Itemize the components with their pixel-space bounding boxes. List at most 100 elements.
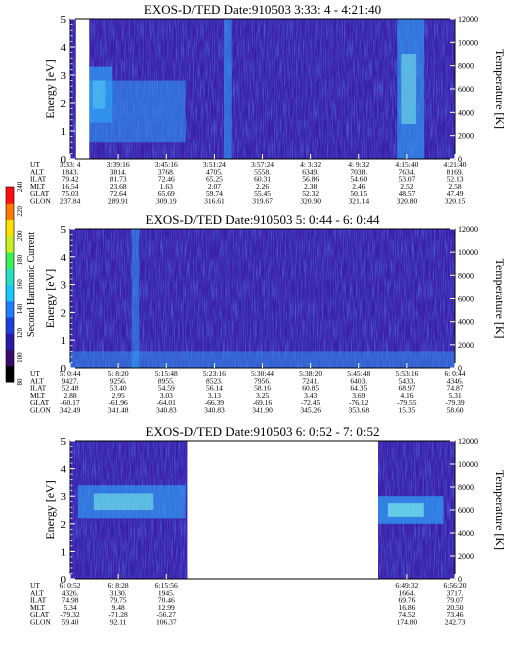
orbit-value: 58.60 bbox=[447, 406, 464, 415]
y2-tick-label: 2000 bbox=[458, 132, 474, 141]
y2-tick-label: 10000 bbox=[458, 460, 478, 469]
orbit-value: 340.83 bbox=[204, 406, 225, 415]
orbit-value: 2.95 bbox=[112, 391, 125, 400]
orbit-value: -79.39 bbox=[445, 398, 465, 407]
orbit-value: 5:23:16 bbox=[203, 369, 226, 378]
orbit-value: 5:38:20 bbox=[299, 369, 322, 378]
y-tick-label: 1 bbox=[61, 546, 67, 558]
orbit-value: 4326. bbox=[62, 588, 79, 597]
y-tick-label: 4 bbox=[61, 252, 67, 264]
y-tick-label: 4 bbox=[61, 464, 67, 476]
orbit-value: 59.40 bbox=[62, 618, 79, 627]
y2-tick-label: 0 bbox=[458, 155, 462, 164]
spectral-feature bbox=[89, 80, 186, 143]
orbit-value: 5: 0:44 bbox=[59, 369, 80, 378]
orbit-value: 2.46 bbox=[352, 182, 365, 191]
orbit-value: 3130. bbox=[110, 588, 127, 597]
orbit-value: 8169. bbox=[447, 167, 464, 176]
y2-tick-label: 6000 bbox=[458, 295, 474, 304]
orbit-value: 52.32 bbox=[302, 189, 319, 198]
orbit-value: -69.16 bbox=[253, 398, 273, 407]
colorbar-swatch bbox=[6, 300, 14, 318]
orbit-value: 6:15:56 bbox=[155, 581, 178, 590]
y2-tick-label: 2000 bbox=[458, 341, 474, 350]
orbit-value: 48.57 bbox=[398, 189, 415, 198]
orbit-value: -71.28 bbox=[108, 610, 128, 619]
orbit-value: 3:57:24 bbox=[251, 160, 274, 169]
orbit-value: 5: 8:20 bbox=[108, 369, 129, 378]
orbit-value: 5:53:16 bbox=[395, 369, 418, 378]
y2-tick-label: 4000 bbox=[458, 318, 474, 327]
orbit-value: 3:33: 4 bbox=[59, 160, 80, 169]
orbit-value: 58.16 bbox=[254, 384, 271, 393]
orbit-row-label: GLAT bbox=[30, 610, 50, 619]
y-tick-label: 5 bbox=[61, 436, 67, 448]
y-tick-label: 2 bbox=[61, 98, 67, 110]
orbit-value: 2.26 bbox=[256, 182, 269, 191]
colorbar-swatch bbox=[6, 203, 14, 220]
orbit-row-label: UT bbox=[30, 160, 40, 169]
orbit-value: -64.01 bbox=[157, 398, 177, 407]
y-tick-label: 3 bbox=[61, 491, 67, 503]
y2-tick-label: 10000 bbox=[458, 248, 478, 257]
orbit-value: 56.86 bbox=[302, 175, 319, 184]
data-gap bbox=[75, 19, 90, 159]
y2-tick-label: 2000 bbox=[458, 552, 474, 561]
orbit-value: 75.03 bbox=[62, 189, 79, 198]
colorbar-tick-label: 100 bbox=[16, 352, 24, 363]
orbit-value: 9427. bbox=[62, 376, 79, 385]
y-tick-label: 5 bbox=[61, 14, 67, 26]
orbit-value: 52.13 bbox=[447, 175, 464, 184]
orbit-value: 1843. bbox=[62, 167, 79, 176]
y2-tick-label: 12000 bbox=[458, 15, 478, 24]
panel-title: EXOS-D/TED Date:910503 6: 0:52 - 7: 0:52 bbox=[146, 424, 380, 439]
orbit-value: 56.14 bbox=[206, 384, 223, 393]
orbit-value: 53.40 bbox=[110, 384, 127, 393]
orbit-value: 3:51:24 bbox=[203, 160, 226, 169]
plot-texture bbox=[70, 229, 455, 368]
orbit-value: 68.97 bbox=[398, 384, 415, 393]
orbit-value: 16.54 bbox=[62, 182, 79, 191]
colorbar-tick-label: 200 bbox=[16, 230, 24, 241]
y-tick-label: 3 bbox=[61, 70, 67, 82]
orbit-value: 7956. bbox=[254, 376, 271, 385]
orbit-value: 1945. bbox=[158, 588, 175, 597]
colorbar-tick-label: 120 bbox=[16, 328, 24, 339]
orbit-value: 8523. bbox=[206, 376, 223, 385]
orbit-value: 5.31 bbox=[448, 391, 461, 400]
orbit-value: 2.58 bbox=[448, 182, 461, 191]
orbit-value: 4: 3:32 bbox=[300, 160, 321, 169]
orbit-value: 3.43 bbox=[304, 391, 317, 400]
orbit-value: 6403. bbox=[350, 376, 367, 385]
y2-tick-label: 4000 bbox=[458, 108, 474, 117]
y-tick-label: 5 bbox=[61, 224, 67, 236]
orbit-value: 92.11 bbox=[110, 618, 127, 627]
orbit-value: 342.49 bbox=[60, 406, 81, 415]
orbit-row-label: ALT bbox=[30, 588, 44, 597]
colorbar-swatch bbox=[6, 252, 14, 269]
orbit-value: 7038. bbox=[350, 167, 367, 176]
spectral-feature bbox=[224, 19, 232, 159]
orbit-value: 6:49:32 bbox=[395, 581, 418, 590]
orbit-value: 64.35 bbox=[350, 384, 367, 393]
y-tick-label: 0 bbox=[61, 363, 67, 375]
orbit-value: 4705. bbox=[206, 167, 223, 176]
y-tick-label: 1 bbox=[61, 335, 67, 347]
y-tick-label: 3 bbox=[61, 280, 67, 292]
colorbar-swatch bbox=[6, 219, 14, 237]
orbit-row-label: ILAT bbox=[30, 384, 47, 393]
orbit-value: 106.37 bbox=[156, 618, 177, 627]
orbit-value: -72.45 bbox=[301, 398, 321, 407]
orbit-value: 237.84 bbox=[60, 197, 81, 206]
orbit-row-label: UT bbox=[30, 581, 40, 590]
orbit-value: 3:39:16 bbox=[107, 160, 130, 169]
orbit-value: 12.99 bbox=[158, 603, 175, 612]
orbit-value: 5558. bbox=[254, 167, 271, 176]
orbit-value: -66.39 bbox=[205, 398, 225, 407]
orbit-value: 3814. bbox=[110, 167, 127, 176]
colorbar: 80 100 120 140 160 180 200 220 240 Second Harmoni… bbox=[5, 181, 37, 386]
y-tick-label: 2 bbox=[61, 307, 67, 319]
orbit-row-label: MLT bbox=[30, 182, 46, 191]
colorbar-swatch bbox=[6, 365, 14, 383]
